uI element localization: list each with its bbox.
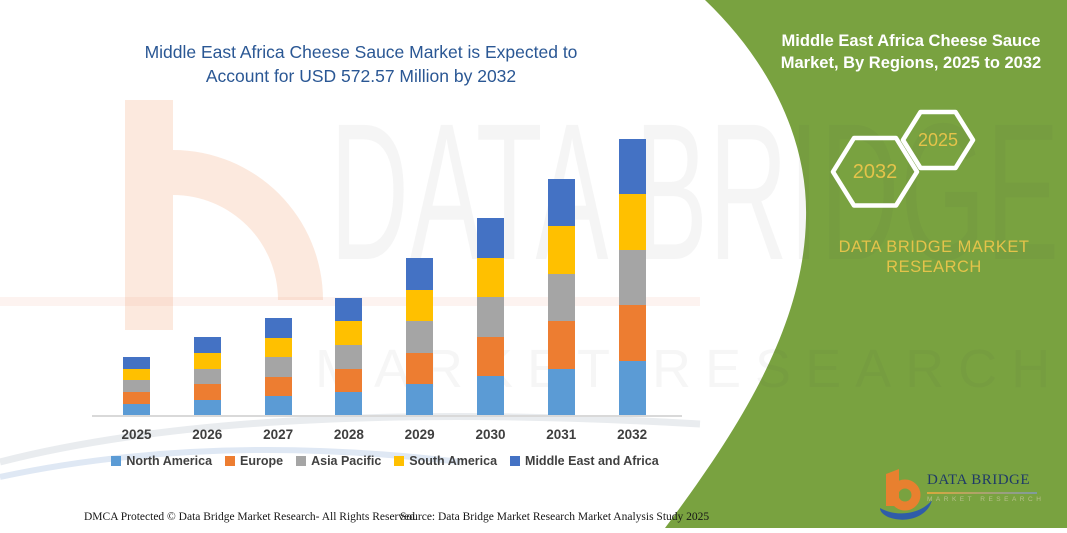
bar-segment-europe: [123, 392, 150, 405]
bar-segment-north-america: [264, 396, 292, 416]
hexagon-2025: [900, 109, 976, 171]
panel-title-line1: Middle East Africa Cheese Sauce: [781, 32, 1041, 50]
bar-segment-europe: [264, 376, 292, 397]
x-axis-label-2031: 2031: [546, 427, 577, 442]
bar-segment-north-america: [193, 400, 221, 416]
bar-segment-north-america: [547, 368, 575, 416]
bar-segment-middle-east-and-africa: [264, 318, 292, 338]
chart-title-line1: Middle East Africa Cheese Sauce Market i…: [144, 42, 578, 62]
legend-swatch: [225, 456, 236, 466]
bar-segment-europe: [335, 368, 363, 393]
stacked-bar-2026: [193, 336, 221, 416]
bar-segment-middle-east-and-africa: [335, 297, 363, 322]
legend-label: Asia Pacific: [311, 454, 382, 468]
x-axis-label-2026: 2026: [192, 427, 223, 442]
stacked-bar-2030: [477, 218, 504, 416]
logo-underline: [927, 492, 1037, 494]
bar-segment-middle-east-and-africa: [193, 336, 221, 353]
stacked-bar-2028: [335, 297, 363, 416]
bar-segment-north-america: [618, 360, 646, 416]
bar-segment-middle-east-and-africa: [123, 356, 150, 369]
x-axis-label-2032: 2032: [617, 427, 648, 442]
bar-segment-asia-pacific: [193, 368, 221, 385]
hexagon-2032: [830, 135, 920, 208]
bar-segment-south-america: [477, 257, 504, 298]
bar-segment-asia-pacific: [335, 345, 363, 369]
panel-title: Middle East Africa Cheese Sauce Market, …: [765, 30, 1057, 74]
bar-segment-south-america: [193, 352, 221, 369]
x-axis-label-2029: 2029: [404, 427, 435, 442]
x-axis-label-2027: 2027: [263, 427, 294, 442]
brand-wordmark-line1: DATA BRIDGE MARKET: [838, 238, 1030, 256]
stacked-bar-2032: [618, 139, 646, 416]
legend-item-south-america: South America: [394, 454, 497, 468]
bar-segment-middle-east-and-africa: [477, 218, 504, 258]
data-bridge-logo: DATA BRIDGE MARKET RESEARCH: [870, 460, 1067, 524]
legend-item-europe: Europe: [225, 454, 283, 468]
stacked-bar-chart-plot-area: [123, 139, 646, 416]
bar-segment-south-america: [618, 194, 646, 250]
bar-segment-north-america: [406, 384, 434, 416]
legend-swatch: [510, 456, 521, 466]
legend-label: Europe: [240, 454, 284, 468]
chart-title: Middle East Africa Cheese Sauce Market i…: [75, 40, 647, 88]
legend-item-middle-east-and-africa: Middle East and Africa: [510, 454, 659, 468]
bar-segment-europe: [477, 336, 504, 377]
bar-segment-south-america: [547, 226, 575, 274]
legend-swatch: [111, 456, 122, 466]
bar-segment-europe: [618, 305, 646, 361]
brand-wordmark-line2: RESEARCH: [886, 258, 982, 276]
stacked-bar-2031: [547, 178, 575, 416]
bar-segment-north-america: [123, 404, 150, 416]
bar-segment-south-america: [123, 368, 150, 381]
chart-title-line2: Account for USD 572.57 Million by 2032: [205, 66, 517, 86]
bar-segment-asia-pacific: [406, 321, 434, 353]
legend-item-north-america: North America: [111, 454, 212, 468]
hexagon-graphics: [830, 109, 976, 208]
legend-swatch: [296, 456, 307, 466]
bar-segment-asia-pacific: [547, 273, 575, 322]
panel-title-line2: Market, By Regions, 2025 to 2032: [780, 54, 1042, 72]
bar-segment-asia-pacific: [264, 357, 292, 377]
stacked-bar-2029: [406, 258, 434, 416]
bar-segment-asia-pacific: [123, 380, 150, 393]
stacked-bar-2025: [123, 356, 150, 416]
bar-segment-asia-pacific: [477, 297, 504, 337]
swoosh-watermark: [0, 412, 701, 480]
hexagon-year-2025: 2025: [917, 130, 959, 150]
bar-segment-europe: [193, 384, 221, 401]
bar-segment-europe: [547, 321, 575, 369]
brand-wordmark: DATA BRIDGE MARKET RESEARCH: [826, 237, 1042, 277]
legend-label: South America: [409, 454, 498, 468]
footer-source: Source: Data Bridge Market Research Mark…: [400, 511, 710, 523]
bar-segment-north-america: [335, 392, 363, 416]
legend-label: North America: [126, 454, 213, 468]
legend-swatch: [394, 456, 405, 466]
bar-segment-asia-pacific: [618, 249, 646, 306]
data-bridge-b-icon: [880, 469, 932, 520]
bar-segment-europe: [406, 352, 434, 385]
x-axis-line: [92, 415, 682, 417]
bar-segment-north-america: [477, 376, 504, 416]
bar-segment-south-america: [335, 321, 363, 346]
stacked-bar-2027: [264, 318, 292, 416]
bar-segment-middle-east-and-africa: [547, 178, 575, 227]
chart-legend: North America Europe Asia Pacific South Ame…: [30, 454, 740, 468]
bar-segment-middle-east-and-africa: [406, 258, 434, 290]
bar-segment-south-america: [406, 289, 434, 322]
x-axis-label-2030: 2030: [475, 427, 506, 442]
logo-brand-text: DATA BRIDGE: [927, 472, 1031, 488]
x-axis-label-2028: 2028: [333, 427, 364, 442]
bar-segment-south-america: [264, 337, 292, 358]
legend-label: Middle East and Africa: [525, 454, 659, 468]
x-axis-label-2025: 2025: [121, 427, 152, 442]
footer-copyright: DMCA Protected © Data Bridge Market Rese…: [84, 511, 418, 523]
logo-subtext: MARKET RESEARCH: [927, 496, 1045, 503]
hexagon-year-2032: 2032: [852, 161, 898, 183]
bar-segment-middle-east-and-africa: [618, 139, 646, 195]
legend-item-asia-pacific: Asia Pacific: [296, 454, 381, 468]
